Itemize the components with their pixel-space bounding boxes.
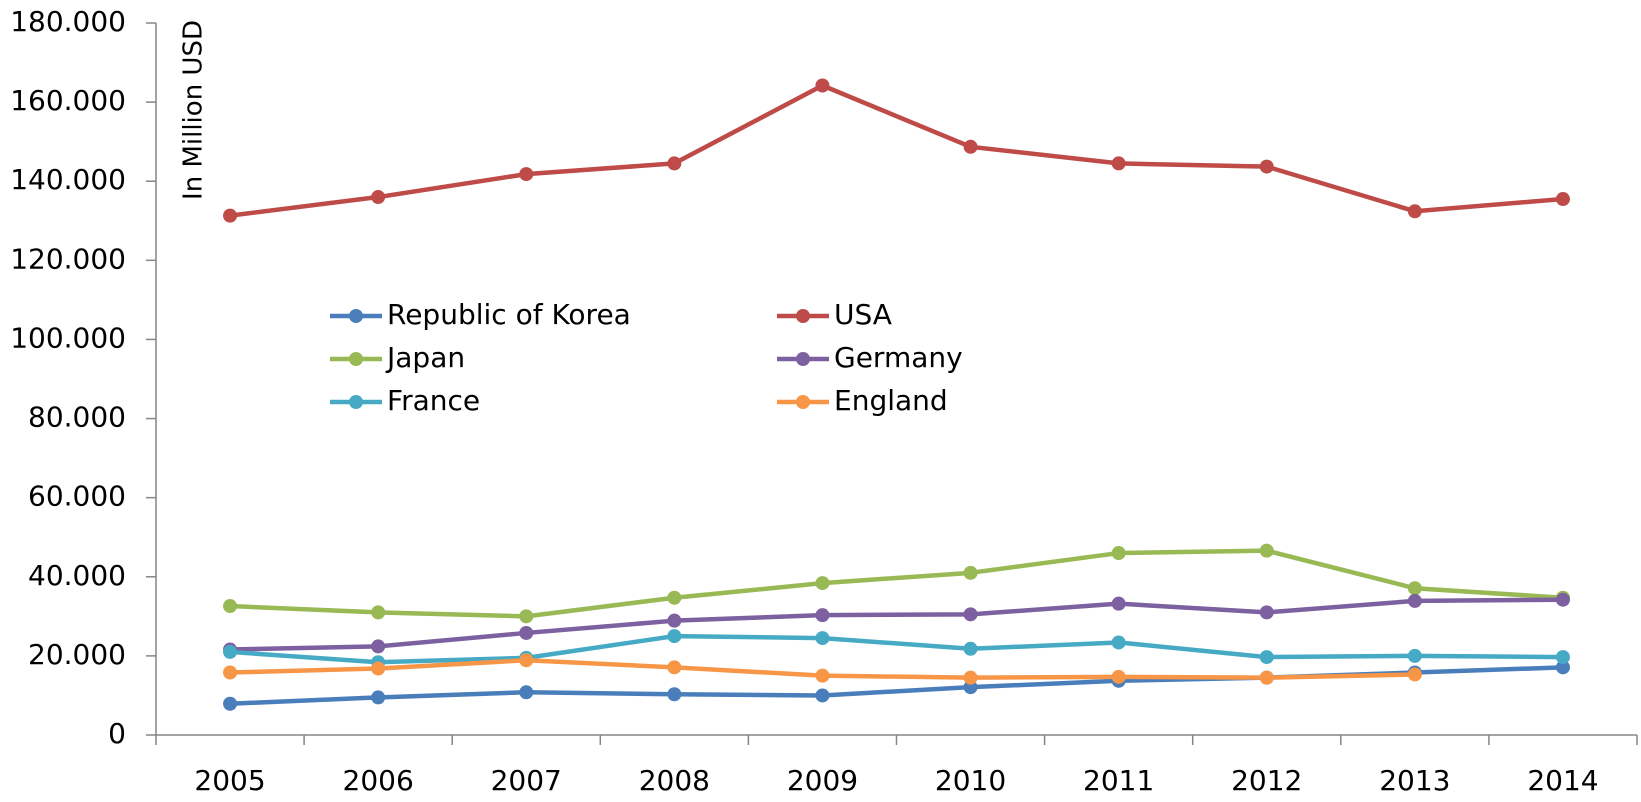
point	[963, 670, 978, 685]
legend-marker	[349, 395, 363, 409]
point	[667, 629, 682, 644]
y-axis-label: In Million USD	[179, 20, 209, 200]
point	[815, 668, 830, 683]
series-line	[229, 633, 1563, 665]
x-tick-label: 2009	[787, 764, 858, 797]
point	[1111, 596, 1126, 611]
y-tick-label: 120.000	[10, 242, 126, 275]
x-tick-label: 2011	[1083, 764, 1154, 797]
point	[223, 696, 238, 711]
legend-label: Japan	[385, 341, 465, 374]
legend-marker	[796, 352, 810, 366]
point	[223, 665, 238, 680]
x-tick-label: 2014	[1527, 764, 1598, 797]
point	[1407, 204, 1422, 219]
point	[1555, 192, 1570, 207]
legend-label: USA	[834, 298, 892, 331]
legend-marker	[796, 309, 810, 323]
point	[815, 608, 830, 623]
point	[519, 609, 534, 624]
point	[1111, 156, 1126, 171]
series-line	[229, 548, 1564, 619]
point	[667, 660, 682, 675]
point	[815, 576, 830, 591]
series-line	[229, 665, 1564, 706]
legend-label: Republic of Korea	[387, 298, 631, 331]
x-tick-label: 2012	[1231, 764, 1302, 797]
y-tick-label: 100.000	[10, 321, 126, 354]
point	[223, 599, 238, 614]
point	[1555, 592, 1570, 607]
point	[1111, 669, 1126, 684]
x-tick-label: 2007	[491, 764, 562, 797]
point	[667, 590, 682, 605]
point	[1259, 605, 1274, 620]
y-tick-label: 160.000	[10, 84, 126, 117]
point	[963, 565, 978, 580]
x-tick-label: 2005	[194, 764, 265, 797]
point	[963, 607, 978, 622]
point	[223, 644, 238, 659]
legend-label: Germany	[834, 341, 963, 374]
point	[815, 631, 830, 646]
y-tick-label: 80.000	[28, 401, 126, 434]
x-tick-label: 2008	[639, 764, 710, 797]
y-tick-label: 180.000	[10, 5, 126, 38]
point	[371, 639, 386, 654]
point	[815, 78, 830, 93]
legend-marker	[349, 352, 363, 366]
point	[1407, 667, 1422, 682]
point	[815, 688, 830, 703]
legend-marker	[796, 395, 810, 409]
y-tick-label: 20.000	[28, 638, 126, 671]
point	[519, 685, 534, 700]
x-tick-label: 2013	[1379, 764, 1450, 797]
point	[519, 653, 534, 668]
point	[371, 190, 386, 205]
series-line	[229, 83, 1564, 218]
point	[223, 208, 238, 223]
point	[1407, 648, 1422, 663]
point	[371, 661, 386, 676]
x-tick-label: 2006	[343, 764, 414, 797]
legend-marker	[349, 309, 363, 323]
point	[1259, 650, 1274, 665]
point	[963, 139, 978, 154]
y-tick-label: 60.000	[28, 480, 126, 513]
legend-label: France	[387, 384, 480, 417]
point	[1259, 543, 1274, 558]
point	[1555, 660, 1570, 675]
legend-label: England	[834, 384, 948, 417]
point	[1111, 635, 1126, 650]
series-line	[230, 597, 1563, 652]
point	[963, 641, 978, 656]
point	[371, 690, 386, 705]
point	[1407, 593, 1422, 608]
point	[519, 625, 534, 640]
x-tick-label: 2010	[935, 764, 1006, 797]
point	[1259, 670, 1274, 685]
point	[667, 687, 682, 702]
point	[667, 156, 682, 171]
y-tick-label: 40.000	[28, 559, 126, 592]
point	[1555, 650, 1570, 665]
point	[667, 613, 682, 628]
point	[519, 167, 534, 182]
point	[1111, 546, 1126, 561]
y-tick-label: 140.000	[10, 163, 126, 196]
y-tick-label: 0	[108, 717, 126, 750]
point	[1407, 581, 1422, 596]
point	[371, 605, 386, 620]
point	[1259, 159, 1274, 174]
